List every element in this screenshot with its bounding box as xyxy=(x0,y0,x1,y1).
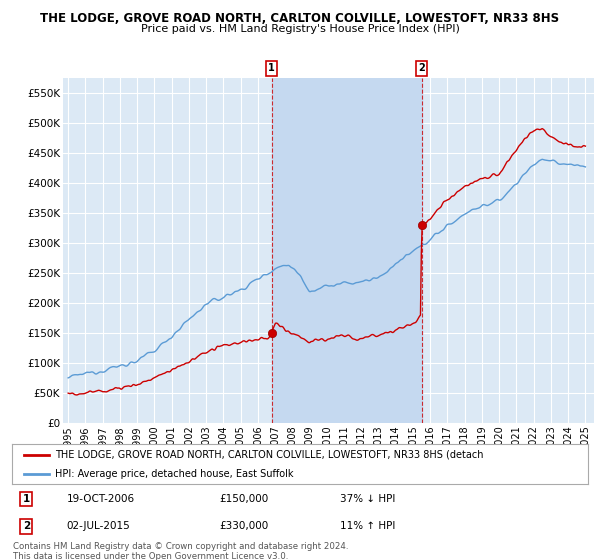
Text: 1: 1 xyxy=(23,494,30,504)
Text: THE LODGE, GROVE ROAD NORTH, CARLTON COLVILLE, LOWESTOFT, NR33 8HS: THE LODGE, GROVE ROAD NORTH, CARLTON COL… xyxy=(40,12,560,25)
Text: £330,000: £330,000 xyxy=(220,521,269,531)
Text: 02-JUL-2015: 02-JUL-2015 xyxy=(67,521,130,531)
Text: Contains HM Land Registry data © Crown copyright and database right 2024.
This d: Contains HM Land Registry data © Crown c… xyxy=(13,542,349,560)
Text: THE LODGE, GROVE ROAD NORTH, CARLTON COLVILLE, LOWESTOFT, NR33 8HS (detach: THE LODGE, GROVE ROAD NORTH, CARLTON COL… xyxy=(55,450,484,460)
Text: HPI: Average price, detached house, East Suffolk: HPI: Average price, detached house, East… xyxy=(55,469,294,479)
Bar xyxy=(272,78,422,423)
Text: 19-OCT-2006: 19-OCT-2006 xyxy=(67,494,135,504)
Text: Price paid vs. HM Land Registry's House Price Index (HPI): Price paid vs. HM Land Registry's House … xyxy=(140,24,460,34)
Text: 37% ↓ HPI: 37% ↓ HPI xyxy=(340,494,395,504)
Text: 11% ↑ HPI: 11% ↑ HPI xyxy=(340,521,395,531)
Text: £150,000: £150,000 xyxy=(220,494,269,504)
Text: 1: 1 xyxy=(268,63,275,73)
Text: 2: 2 xyxy=(418,63,425,73)
Text: 2: 2 xyxy=(23,521,30,531)
